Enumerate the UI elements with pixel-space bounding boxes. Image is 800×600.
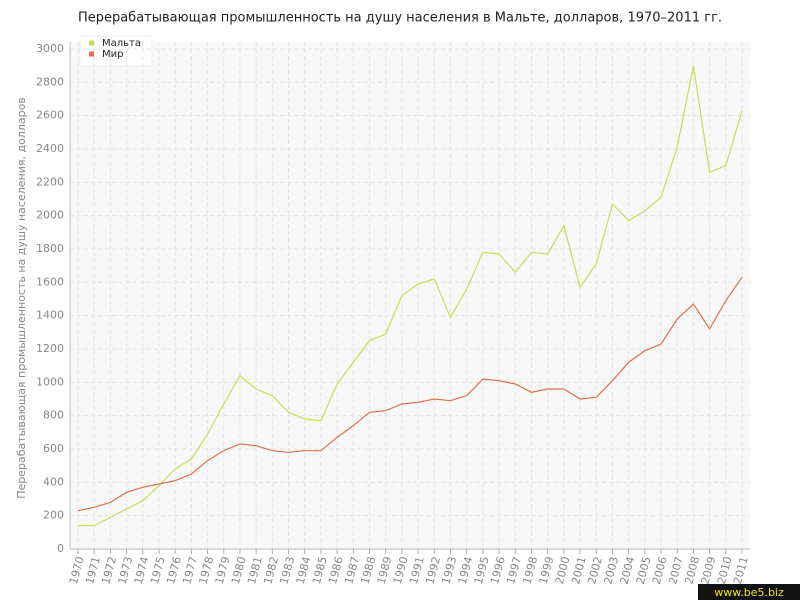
y-tick-label: 600 (43, 442, 64, 455)
y-tick-label: 2200 (36, 175, 64, 188)
y-tick-label: 0 (57, 542, 64, 555)
y-tick-label: 1400 (36, 309, 64, 322)
watermark-bg (698, 584, 800, 600)
y-tick-label: 2000 (36, 209, 64, 222)
series-line (78, 65, 743, 527)
y-tick-label: 400 (43, 475, 64, 488)
y-tick-label: 1000 (36, 375, 64, 388)
y-axis-label: Перерабатывающая промышленность на душу … (15, 97, 28, 499)
series-line (77, 276, 743, 512)
chart-title: Перерабатывающая промышленность на душу … (78, 11, 722, 26)
legend-box (79, 35, 153, 67)
legend-swatch (89, 51, 94, 57)
y-tick-label: 2400 (36, 142, 64, 155)
legend-label: Мир (102, 49, 123, 60)
legend-label: Мальта (102, 38, 141, 49)
y-tick-label: 1200 (36, 342, 64, 355)
legend-swatch (89, 40, 94, 46)
y-tick-label: 1800 (36, 242, 64, 255)
y-tick-label: 2800 (36, 75, 64, 88)
y-tick-label: 800 (43, 409, 64, 422)
y-tick-label: 3000 (36, 42, 64, 55)
watermark: www.be5.biz (714, 586, 784, 599)
y-tick-label: 1600 (36, 275, 64, 288)
y-tick-label: 2600 (36, 109, 64, 122)
y-tick-label: 200 (43, 509, 64, 522)
